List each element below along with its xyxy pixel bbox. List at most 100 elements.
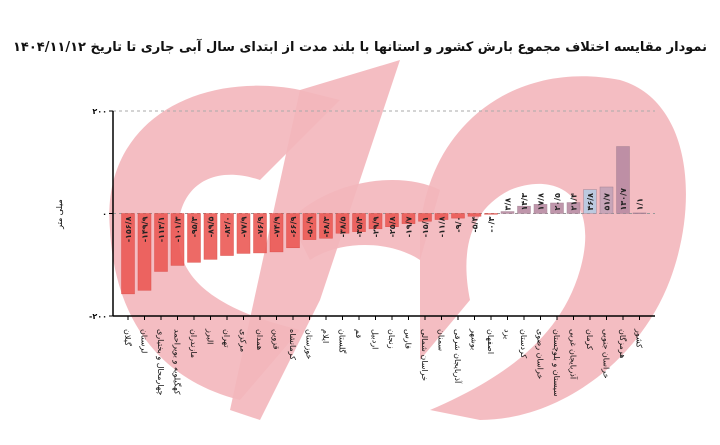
- data-label: -۰/۳: [487, 216, 496, 232]
- bar: [616, 146, 630, 214]
- data-label: -۱۴۹/۹: [141, 216, 150, 242]
- x-tick-label: کشور: [635, 328, 644, 348]
- bar: [368, 213, 383, 230]
- bar: [187, 213, 201, 263]
- watermark-shape: [109, 85, 340, 400]
- bar: [352, 213, 366, 232]
- x-tick-label: کرمانشاه: [288, 329, 297, 360]
- x-tick-label: گلستان: [338, 329, 348, 354]
- data-label: -۱۱/۸: [438, 216, 447, 237]
- data-label: -۲۵/۸: [388, 216, 397, 237]
- data-label: -۳۸/۵: [339, 216, 348, 237]
- data-label: -۵/۴: [471, 216, 480, 232]
- x-tick-label: مازندران: [189, 329, 198, 358]
- data-label: ۱۳۰/۷: [619, 188, 628, 211]
- data-label: -۷۴/۹: [273, 216, 282, 237]
- bar: [286, 213, 300, 249]
- x-tick-label: کرمان: [585, 329, 594, 350]
- bar: [500, 211, 515, 214]
- x-tick-label: لرستان: [140, 329, 149, 353]
- bar: [434, 213, 449, 220]
- data-label: ۱/۱: [636, 198, 645, 211]
- x-tick-label: ایلام: [321, 329, 330, 343]
- x-tick-label: هرمزگان: [618, 329, 628, 358]
- bar: [253, 213, 267, 254]
- bar: [550, 202, 564, 214]
- bar: [121, 213, 135, 295]
- data-label: -۹/۰: [454, 217, 463, 233]
- y-axis-label: میلی متر: [55, 199, 64, 230]
- bar: [599, 186, 614, 214]
- x-tick-label: خراسان شمالی: [420, 329, 429, 381]
- data-label: -۱۱۳/۱: [157, 217, 166, 243]
- bar: [401, 213, 416, 224]
- bar: [533, 204, 548, 214]
- x-tick-label: زنجان: [387, 329, 396, 349]
- x-tick-label: سمنان: [437, 329, 446, 351]
- x-tick-label: خراسان رضوی: [536, 329, 545, 379]
- x-tick-label: خوزستان: [305, 329, 314, 359]
- x-tick-label: کردستان: [519, 329, 528, 358]
- data-label: -۸۲/۰: [223, 217, 232, 238]
- x-tick-label: تهران: [222, 329, 231, 347]
- y-tick-label: -۲۰۰: [89, 312, 107, 321]
- data-label: -۳۵/۴: [355, 216, 364, 237]
- bar: [203, 213, 218, 260]
- bar: [319, 213, 333, 239]
- data-label: -۱۹/۷: [405, 216, 414, 237]
- bar: [137, 213, 152, 291]
- x-tick-label: سیستان و بلوچستان: [552, 329, 561, 397]
- x-tick-label: اصفهان: [486, 329, 495, 354]
- data-label: -۵۰/۹: [306, 216, 315, 237]
- bar: [418, 213, 432, 222]
- data-label: ۴۶/۸: [586, 193, 595, 211]
- data-label: ۱۷/۸: [537, 193, 546, 211]
- x-tick-label: کهگیلویه و بویراحمد: [173, 329, 183, 395]
- y-tick-label: ۰: [102, 210, 107, 219]
- data-label: -۷۷/۹: [240, 216, 249, 237]
- x-tick-label: خراسان جنوبی: [602, 329, 611, 379]
- bar: [154, 213, 168, 272]
- x-tick-label: فارس: [404, 329, 413, 349]
- x-tick-label: گیلان: [123, 329, 133, 346]
- data-label: ۳/۸: [504, 198, 513, 211]
- x-tick-label: آذربایجان شرقی: [453, 329, 463, 384]
- bar: [632, 212, 647, 214]
- bar: [170, 213, 185, 266]
- data-label: -۲۹/۹: [372, 216, 381, 237]
- bar: [517, 205, 531, 214]
- data-label: -۶۶/۹: [289, 216, 298, 237]
- bar: [566, 202, 581, 214]
- x-tick-label: قم: [354, 329, 363, 338]
- data-label: -۴۸/۳: [322, 216, 331, 237]
- bar: [269, 213, 284, 253]
- x-tick-label: البرز: [206, 328, 215, 344]
- x-tick-label: آذربایجان غربی: [569, 329, 579, 380]
- bar: [583, 189, 597, 214]
- x-tick-label: مرکزی: [239, 329, 248, 352]
- data-label: -۱۵۶/۸: [124, 216, 133, 242]
- bar: [467, 213, 482, 217]
- bar: [220, 213, 234, 256]
- data-label: -۱۰۱/۳: [174, 216, 183, 242]
- data-label: ۱۴/۳: [520, 193, 529, 211]
- x-tick-label: بوشهر: [470, 328, 479, 350]
- x-tick-label: چهارمحال و بختیاری: [156, 329, 165, 395]
- data-label: -۸۹/۵: [207, 216, 216, 237]
- data-label: -۹۵/۳: [190, 216, 199, 237]
- bar: [385, 213, 399, 227]
- data-label: -۱۵/۱: [421, 217, 430, 238]
- data-label: -۷۶/۹: [256, 216, 265, 237]
- x-tick-label: یزد: [503, 329, 512, 339]
- x-tick-label: قزوین: [272, 329, 281, 350]
- bar: [451, 213, 465, 219]
- bar: [302, 213, 317, 240]
- bar: [335, 213, 350, 234]
- data-label: ۵۱/۷: [603, 193, 612, 211]
- data-label: ۲۰/۵: [553, 193, 562, 211]
- chart-title: نمودار مقایسه اختلاف مجموع بارش کشور و ا…: [12, 40, 707, 55]
- x-tick-label: همدان: [255, 329, 264, 350]
- bar: [236, 213, 251, 254]
- data-label: ۲۱/۴: [570, 193, 579, 211]
